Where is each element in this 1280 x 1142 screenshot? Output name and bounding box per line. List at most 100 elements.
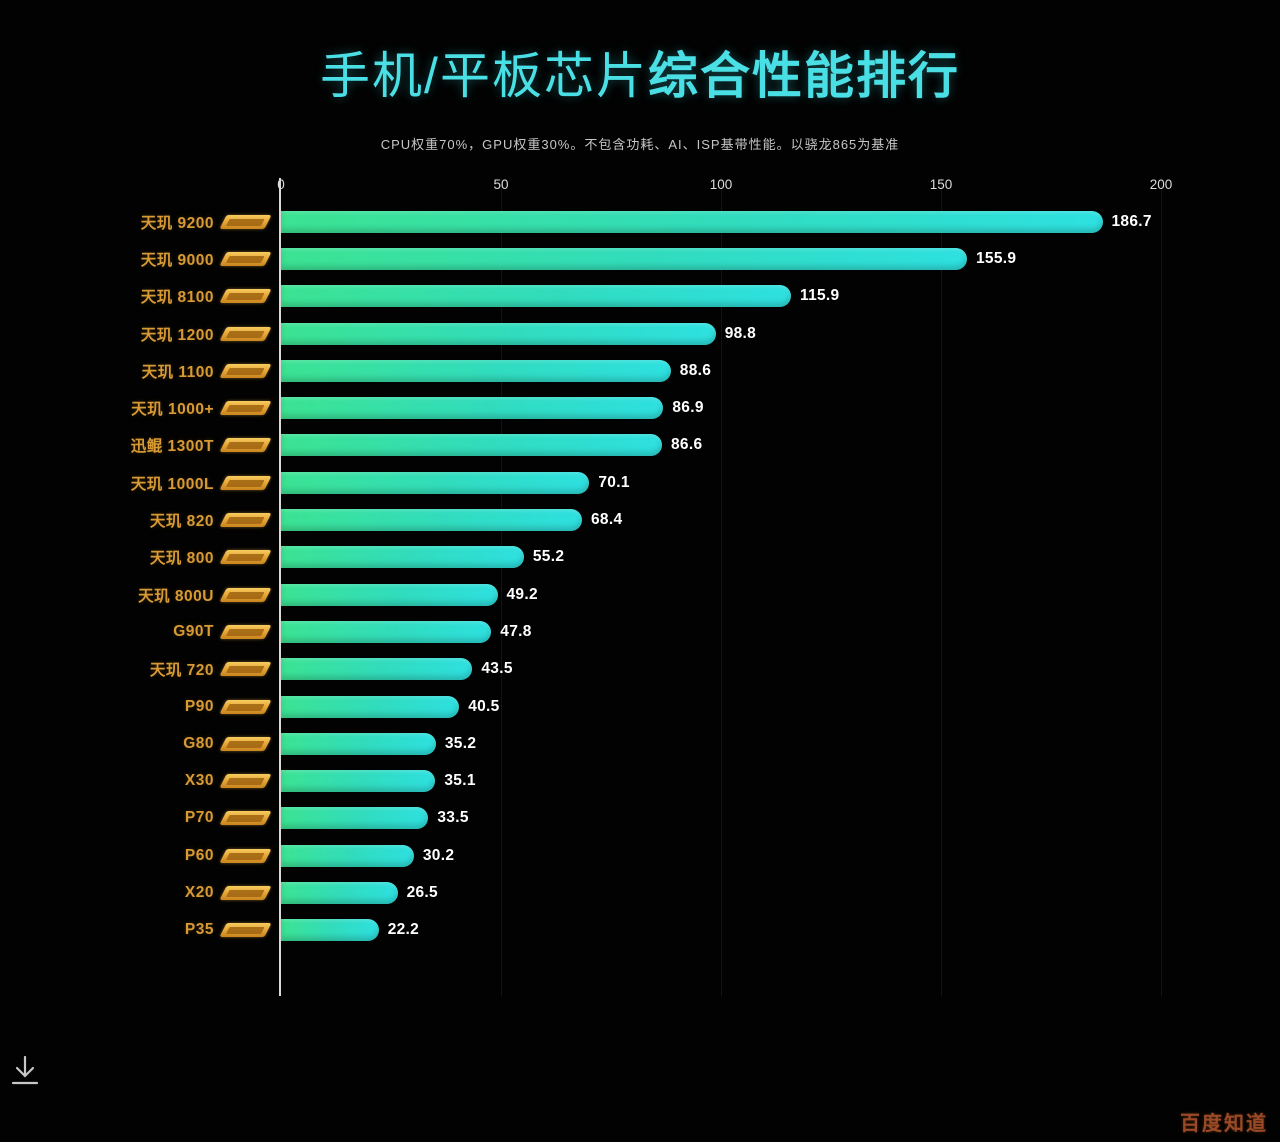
mediatek-logo-badge-icon — [219, 662, 272, 677]
row-label-group: 天玑 9200 — [0, 211, 281, 233]
score-value-label: 86.9 — [672, 399, 704, 417]
performance-bar — [281, 881, 398, 904]
mediatek-badge-core — [226, 479, 265, 487]
chip-name-label: 天玑 720 — [149, 662, 214, 680]
mediatek-logo-badge-icon — [219, 550, 272, 565]
chip-name-label: 天玑 9000 — [140, 251, 214, 269]
score-value-label: 33.5 — [437, 809, 469, 827]
performance-bar — [281, 509, 582, 532]
performance-bar — [281, 695, 460, 718]
performance-bar — [281, 732, 436, 755]
mediatek-logo-badge-icon — [219, 624, 272, 639]
mediatek-badge-core — [226, 441, 265, 449]
mediatek-logo-badge-icon — [219, 401, 272, 416]
score-value-label: 43.5 — [481, 660, 513, 678]
mediatek-badge-core — [226, 889, 265, 897]
bar-row: 天玑 1000+ 86.9 — [0, 389, 1280, 426]
chip-name-label: P90 — [184, 697, 214, 715]
score-value-label: 55.2 — [532, 548, 565, 566]
row-label-group: G90T — [0, 623, 281, 641]
performance-bar — [281, 620, 492, 643]
bar-row: 天玑 1200 98.8 — [0, 315, 1280, 352]
mediatek-logo-badge-icon — [219, 214, 272, 229]
row-label-group: X20 — [0, 884, 281, 902]
row-label-group: 天玑 720 — [0, 658, 281, 680]
mediatek-badge-core — [226, 255, 265, 263]
gridline — [1161, 178, 1162, 996]
bar-row: 天玑 800 55.2 — [0, 539, 1280, 576]
chip-name-label: G80 — [183, 734, 214, 752]
bar-row: 迅鲲 1300T 86.6 — [0, 427, 1280, 464]
row-label-group: 天玑 820 — [0, 509, 281, 531]
y-axis-line — [279, 178, 281, 996]
bar-row: 天玑 1000L 70.1 — [0, 464, 1280, 501]
mediatek-badge-core — [226, 852, 265, 860]
row-label-group: 天玑 1000+ — [0, 397, 281, 419]
mediatek-logo-badge-icon — [219, 475, 272, 490]
baidu-zhidao-watermark: 百度知道 — [1180, 1113, 1268, 1135]
mediatek-logo-badge-icon — [219, 587, 272, 602]
mediatek-badge-core — [226, 814, 265, 822]
page-title-part1: 手机/平板芯片 — [320, 48, 648, 104]
gridline — [501, 178, 502, 996]
score-value-label: 22.2 — [387, 921, 420, 939]
score-value-label: 155.9 — [976, 249, 1017, 267]
chip-name-label: 迅鲲 1300T — [130, 438, 214, 456]
chip-name-label: 天玑 9200 — [140, 214, 214, 232]
mediatek-logo-badge-icon — [219, 736, 272, 751]
score-value-label: 40.5 — [468, 697, 500, 715]
x-tick-label: 100 — [709, 177, 733, 192]
row-label-group: P60 — [0, 847, 281, 865]
performance-bar — [281, 844, 414, 867]
score-value-label: 35.2 — [444, 734, 477, 752]
x-tick-label: 50 — [493, 177, 509, 192]
chart-subtitle: CPU权重70%，GPU权重30%。不包含功耗、AI、ISP基带性能。以骁龙86… — [380, 137, 900, 152]
mediatek-badge-core — [226, 218, 265, 226]
row-label-group: P70 — [0, 809, 281, 827]
mediatek-logo-badge-icon — [219, 363, 272, 378]
mediatek-badge-core — [226, 330, 265, 338]
score-value-label: 186.7 — [1111, 212, 1152, 230]
score-value-label: 86.6 — [671, 436, 703, 454]
download-icon[interactable] — [8, 1054, 42, 1090]
chip-name-label: P60 — [184, 846, 214, 864]
mediatek-logo-badge-icon — [219, 513, 272, 528]
performance-bar — [281, 583, 498, 606]
mediatek-badge-core — [226, 591, 265, 599]
chip-name-label: G90T — [173, 622, 214, 640]
bar-row: P60 30.2 — [0, 837, 1280, 874]
performance-bar — [281, 471, 590, 494]
row-label-group: G80 — [0, 735, 281, 753]
chip-name-label: 天玑 800U — [138, 587, 214, 605]
bar-row: 天玑 820 68.4 — [0, 501, 1280, 538]
gridline — [941, 178, 942, 996]
row-label-group: 天玑 1100 — [0, 360, 281, 382]
mediatek-logo-badge-icon — [219, 774, 272, 789]
mediatek-logo-badge-icon — [219, 848, 272, 863]
x-tick-label: 150 — [929, 177, 953, 192]
mediatek-badge-core — [226, 740, 265, 748]
mediatek-badge-core — [226, 367, 265, 375]
score-value-label: 30.2 — [422, 846, 455, 864]
bar-row: 天玑 720 43.5 — [0, 651, 1280, 688]
chip-name-label: 天玑 820 — [149, 513, 214, 531]
performance-bar — [281, 397, 664, 420]
bar-row: P90 40.5 — [0, 688, 1280, 725]
chip-name-label: P35 — [184, 921, 214, 939]
bar-row: P35 22.2 — [0, 912, 1280, 949]
performance-bar — [281, 285, 791, 308]
performance-bar — [281, 210, 1103, 233]
row-label-group: 天玑 800 — [0, 546, 281, 568]
score-value-label: 47.8 — [500, 622, 532, 640]
bar-row: G90T 47.8 — [0, 613, 1280, 650]
page-title: 手机/平板芯片综合性能排行 — [0, 44, 1280, 108]
chip-name-label: X20 — [184, 883, 214, 901]
mediatek-badge-core — [226, 665, 265, 673]
mediatek-logo-badge-icon — [219, 289, 272, 304]
score-value-label: 26.5 — [406, 883, 438, 901]
performance-bar — [281, 658, 473, 681]
bar-row: X30 35.1 — [0, 762, 1280, 799]
x-tick-label: 0 — [277, 177, 285, 192]
row-label-group: 迅鲲 1300T — [0, 434, 281, 456]
